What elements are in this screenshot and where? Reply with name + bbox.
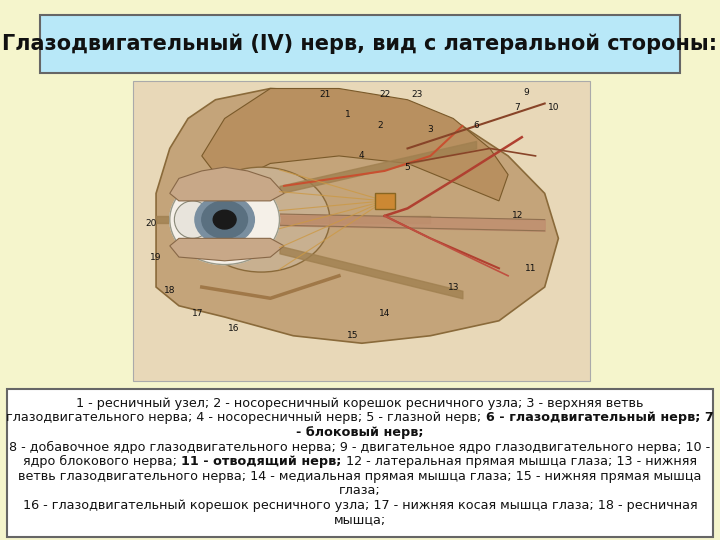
FancyBboxPatch shape xyxy=(374,193,395,209)
Text: ветвь глазодвигательного нерва; 14 - медиальная прямая мышца глаза; 15 - нижняя : ветвь глазодвигательного нерва; 14 - мед… xyxy=(18,470,702,483)
Circle shape xyxy=(195,195,254,244)
Text: 12: 12 xyxy=(512,211,523,220)
Text: 18: 18 xyxy=(164,286,176,295)
FancyBboxPatch shape xyxy=(40,15,680,73)
Text: глаза;: глаза; xyxy=(339,484,381,497)
Text: мышца;: мышца; xyxy=(334,514,386,526)
Text: 19: 19 xyxy=(150,253,162,261)
Text: 3: 3 xyxy=(428,125,433,134)
Ellipse shape xyxy=(174,201,211,238)
Polygon shape xyxy=(170,167,284,201)
Text: глазодвигательного нерва; 4 - носоресничный нерв; 5 - глазной нерв;: глазодвигательного нерва; 4 - носореснич… xyxy=(6,411,486,424)
Ellipse shape xyxy=(193,167,330,272)
Text: 11: 11 xyxy=(525,264,536,273)
Text: 8 - добавочное ядро глазодвигательного нерва; 9 - двигательное ядро глазодвигате: 8 - добавочное ядро глазодвигательного н… xyxy=(9,441,711,454)
Text: 15: 15 xyxy=(347,331,359,340)
Circle shape xyxy=(213,210,236,229)
Text: 14: 14 xyxy=(379,309,390,318)
Text: 6 - глазодвигательный нерв; 7: 6 - глазодвигательный нерв; 7 xyxy=(486,411,714,424)
Text: 17: 17 xyxy=(192,309,203,318)
FancyBboxPatch shape xyxy=(7,389,713,537)
Text: 23: 23 xyxy=(411,90,423,99)
Polygon shape xyxy=(170,238,284,261)
Text: ядро блокового нерва;: ядро блокового нерва; xyxy=(23,455,181,468)
Circle shape xyxy=(170,174,279,265)
Text: 6: 6 xyxy=(473,122,479,131)
Text: 5: 5 xyxy=(405,163,410,172)
Text: 13: 13 xyxy=(448,282,459,292)
Polygon shape xyxy=(202,89,508,201)
Text: Глазодвигательный (IV) нерв, вид с латеральной стороны:: Глазодвигательный (IV) нерв, вид с латер… xyxy=(2,33,718,54)
Text: 1: 1 xyxy=(345,110,351,119)
Text: 16: 16 xyxy=(228,324,240,333)
Text: 11 - отводящий нерв;: 11 - отводящий нерв; xyxy=(181,455,342,468)
Text: 10: 10 xyxy=(548,103,559,112)
Text: 7: 7 xyxy=(514,103,520,112)
Text: 22: 22 xyxy=(379,90,390,99)
Text: 1 - ресничный узел; 2 - носоресничный корешок ресничного узла; 3 - верхняя ветвь: 1 - ресничный узел; 2 - носоресничный ко… xyxy=(76,397,644,410)
Text: 4: 4 xyxy=(359,151,364,160)
Polygon shape xyxy=(156,89,559,343)
FancyBboxPatch shape xyxy=(133,81,590,381)
Text: 20: 20 xyxy=(146,219,157,228)
Text: 2: 2 xyxy=(377,122,383,131)
Text: - блоковый нерв;: - блоковый нерв; xyxy=(296,426,424,439)
Text: 9: 9 xyxy=(523,87,529,97)
Text: 21: 21 xyxy=(320,90,331,99)
Circle shape xyxy=(202,201,248,238)
Text: 16 - глазодвигательный корешок ресничного узла; 17 - нижняя косая мышца глаза; 1: 16 - глазодвигательный корешок ресничног… xyxy=(23,499,697,512)
Text: 12 - латеральная прямая мышца глаза; 13 - нижняя: 12 - латеральная прямая мышца глаза; 13 … xyxy=(342,455,697,468)
